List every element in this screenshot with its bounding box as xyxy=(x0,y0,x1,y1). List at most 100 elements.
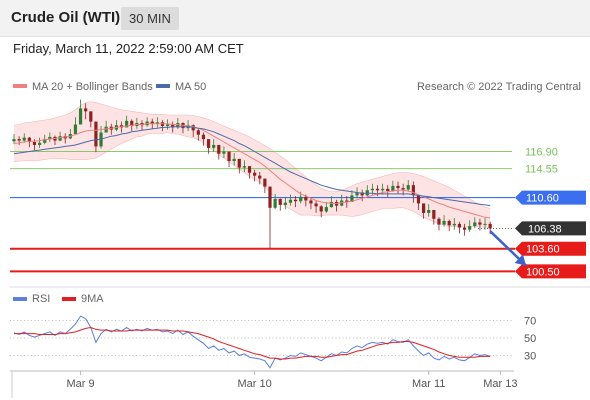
chart-header: Crude Oil (WTI) 30 MIN xyxy=(0,0,590,37)
candle xyxy=(488,223,492,229)
candle xyxy=(258,175,262,179)
rsi-tick-label: 50 xyxy=(524,333,536,345)
ma50-legend-label: MA 50 xyxy=(175,81,206,93)
candle xyxy=(411,185,415,196)
candle xyxy=(125,120,129,128)
rsi-plot: 70 50 30 xyxy=(10,315,536,369)
x-tick-label: Mar 9 xyxy=(66,378,94,390)
candle xyxy=(432,210,436,219)
candle xyxy=(381,188,385,191)
candle xyxy=(324,207,328,212)
candle xyxy=(314,203,318,207)
candle xyxy=(370,188,374,191)
candle xyxy=(196,130,200,135)
ma50-line xyxy=(13,126,491,207)
candle xyxy=(391,185,395,191)
candle xyxy=(416,195,421,204)
chart-datetime: Friday, March 11, 2022 2:59:00 AM CET xyxy=(13,41,244,56)
candle xyxy=(201,134,206,140)
candle xyxy=(427,210,431,213)
candle xyxy=(304,196,308,201)
timeframe-badge[interactable]: 30 MIN xyxy=(121,7,179,30)
candle xyxy=(329,201,334,208)
instrument-title: Crude Oil (WTI) xyxy=(11,9,121,26)
bollinger-upper-line xyxy=(13,101,491,209)
candle xyxy=(237,158,241,168)
candle xyxy=(288,199,293,203)
candle xyxy=(232,158,236,162)
main-plot: 116.90 114.55 110.60 106.38 103.60 100.50 xyxy=(10,99,586,279)
candle xyxy=(104,126,108,133)
ma20-legend-label: MA 20 + Bollinger Bands xyxy=(32,81,153,93)
support-tag xyxy=(515,241,586,256)
rsi-ma-line xyxy=(14,326,491,360)
candle xyxy=(222,151,226,154)
candle xyxy=(84,108,88,112)
candle xyxy=(217,144,221,154)
candle xyxy=(89,111,93,122)
candle xyxy=(375,188,380,191)
support-tag xyxy=(515,264,586,279)
ma20-line xyxy=(13,123,491,219)
candle xyxy=(350,195,354,202)
ma50-legend-swatch xyxy=(156,84,170,88)
candle xyxy=(319,206,323,212)
candle xyxy=(22,137,26,141)
rsi-tick-label: 30 xyxy=(524,351,536,363)
pivot-tag xyxy=(515,190,586,205)
candle xyxy=(437,218,441,225)
pivot-label: 110.60 xyxy=(526,193,559,205)
candle xyxy=(386,188,390,191)
candle xyxy=(48,136,52,140)
candle xyxy=(468,226,472,230)
candle xyxy=(447,220,451,226)
candle xyxy=(473,222,477,227)
candle xyxy=(150,121,154,124)
last-price-tag xyxy=(515,221,586,236)
candle xyxy=(94,121,98,147)
bollinger-lower-line xyxy=(13,132,491,228)
resistance-label: 114.55 xyxy=(525,164,558,176)
candle xyxy=(227,151,231,162)
rsi-ma-legend-swatch xyxy=(62,297,76,301)
candle xyxy=(478,222,482,225)
last-price-label: 106.38 xyxy=(528,223,562,235)
rsi-ma-legend-label: 9MA xyxy=(81,293,104,305)
x-tick-label: Mar 10 xyxy=(238,378,272,390)
candle xyxy=(483,223,487,225)
x-axis: Mar 9 Mar 10 Mar 11 Mar 13 xyxy=(10,286,590,398)
candle xyxy=(171,124,175,128)
projection-arrow-head xyxy=(514,254,526,266)
ma20-legend-swatch xyxy=(13,84,27,88)
rsi-tick-label: 70 xyxy=(524,316,536,328)
candle xyxy=(309,200,313,204)
rsi-line xyxy=(13,315,491,369)
candle xyxy=(442,220,446,225)
candle xyxy=(58,136,62,141)
candle xyxy=(263,178,267,187)
candle xyxy=(273,199,277,208)
candle xyxy=(299,196,303,202)
candle xyxy=(396,185,400,189)
candle xyxy=(360,192,364,196)
candle xyxy=(130,120,134,126)
candle xyxy=(12,139,16,142)
candle xyxy=(406,185,410,190)
candle xyxy=(253,172,257,176)
candle xyxy=(247,166,252,173)
candle xyxy=(176,123,180,128)
copyright-text: Research © 2022 Trading Central xyxy=(417,81,581,93)
candle xyxy=(355,192,359,196)
candle xyxy=(43,139,47,143)
candle xyxy=(462,227,467,230)
candle xyxy=(401,188,405,190)
candle xyxy=(457,223,462,228)
candle xyxy=(206,139,211,148)
resistance-label: 116.90 xyxy=(525,147,558,159)
candle xyxy=(268,186,272,208)
rsi-legend-swatch xyxy=(13,297,27,301)
candle xyxy=(294,199,298,202)
candle xyxy=(242,166,246,168)
candle xyxy=(38,142,42,145)
